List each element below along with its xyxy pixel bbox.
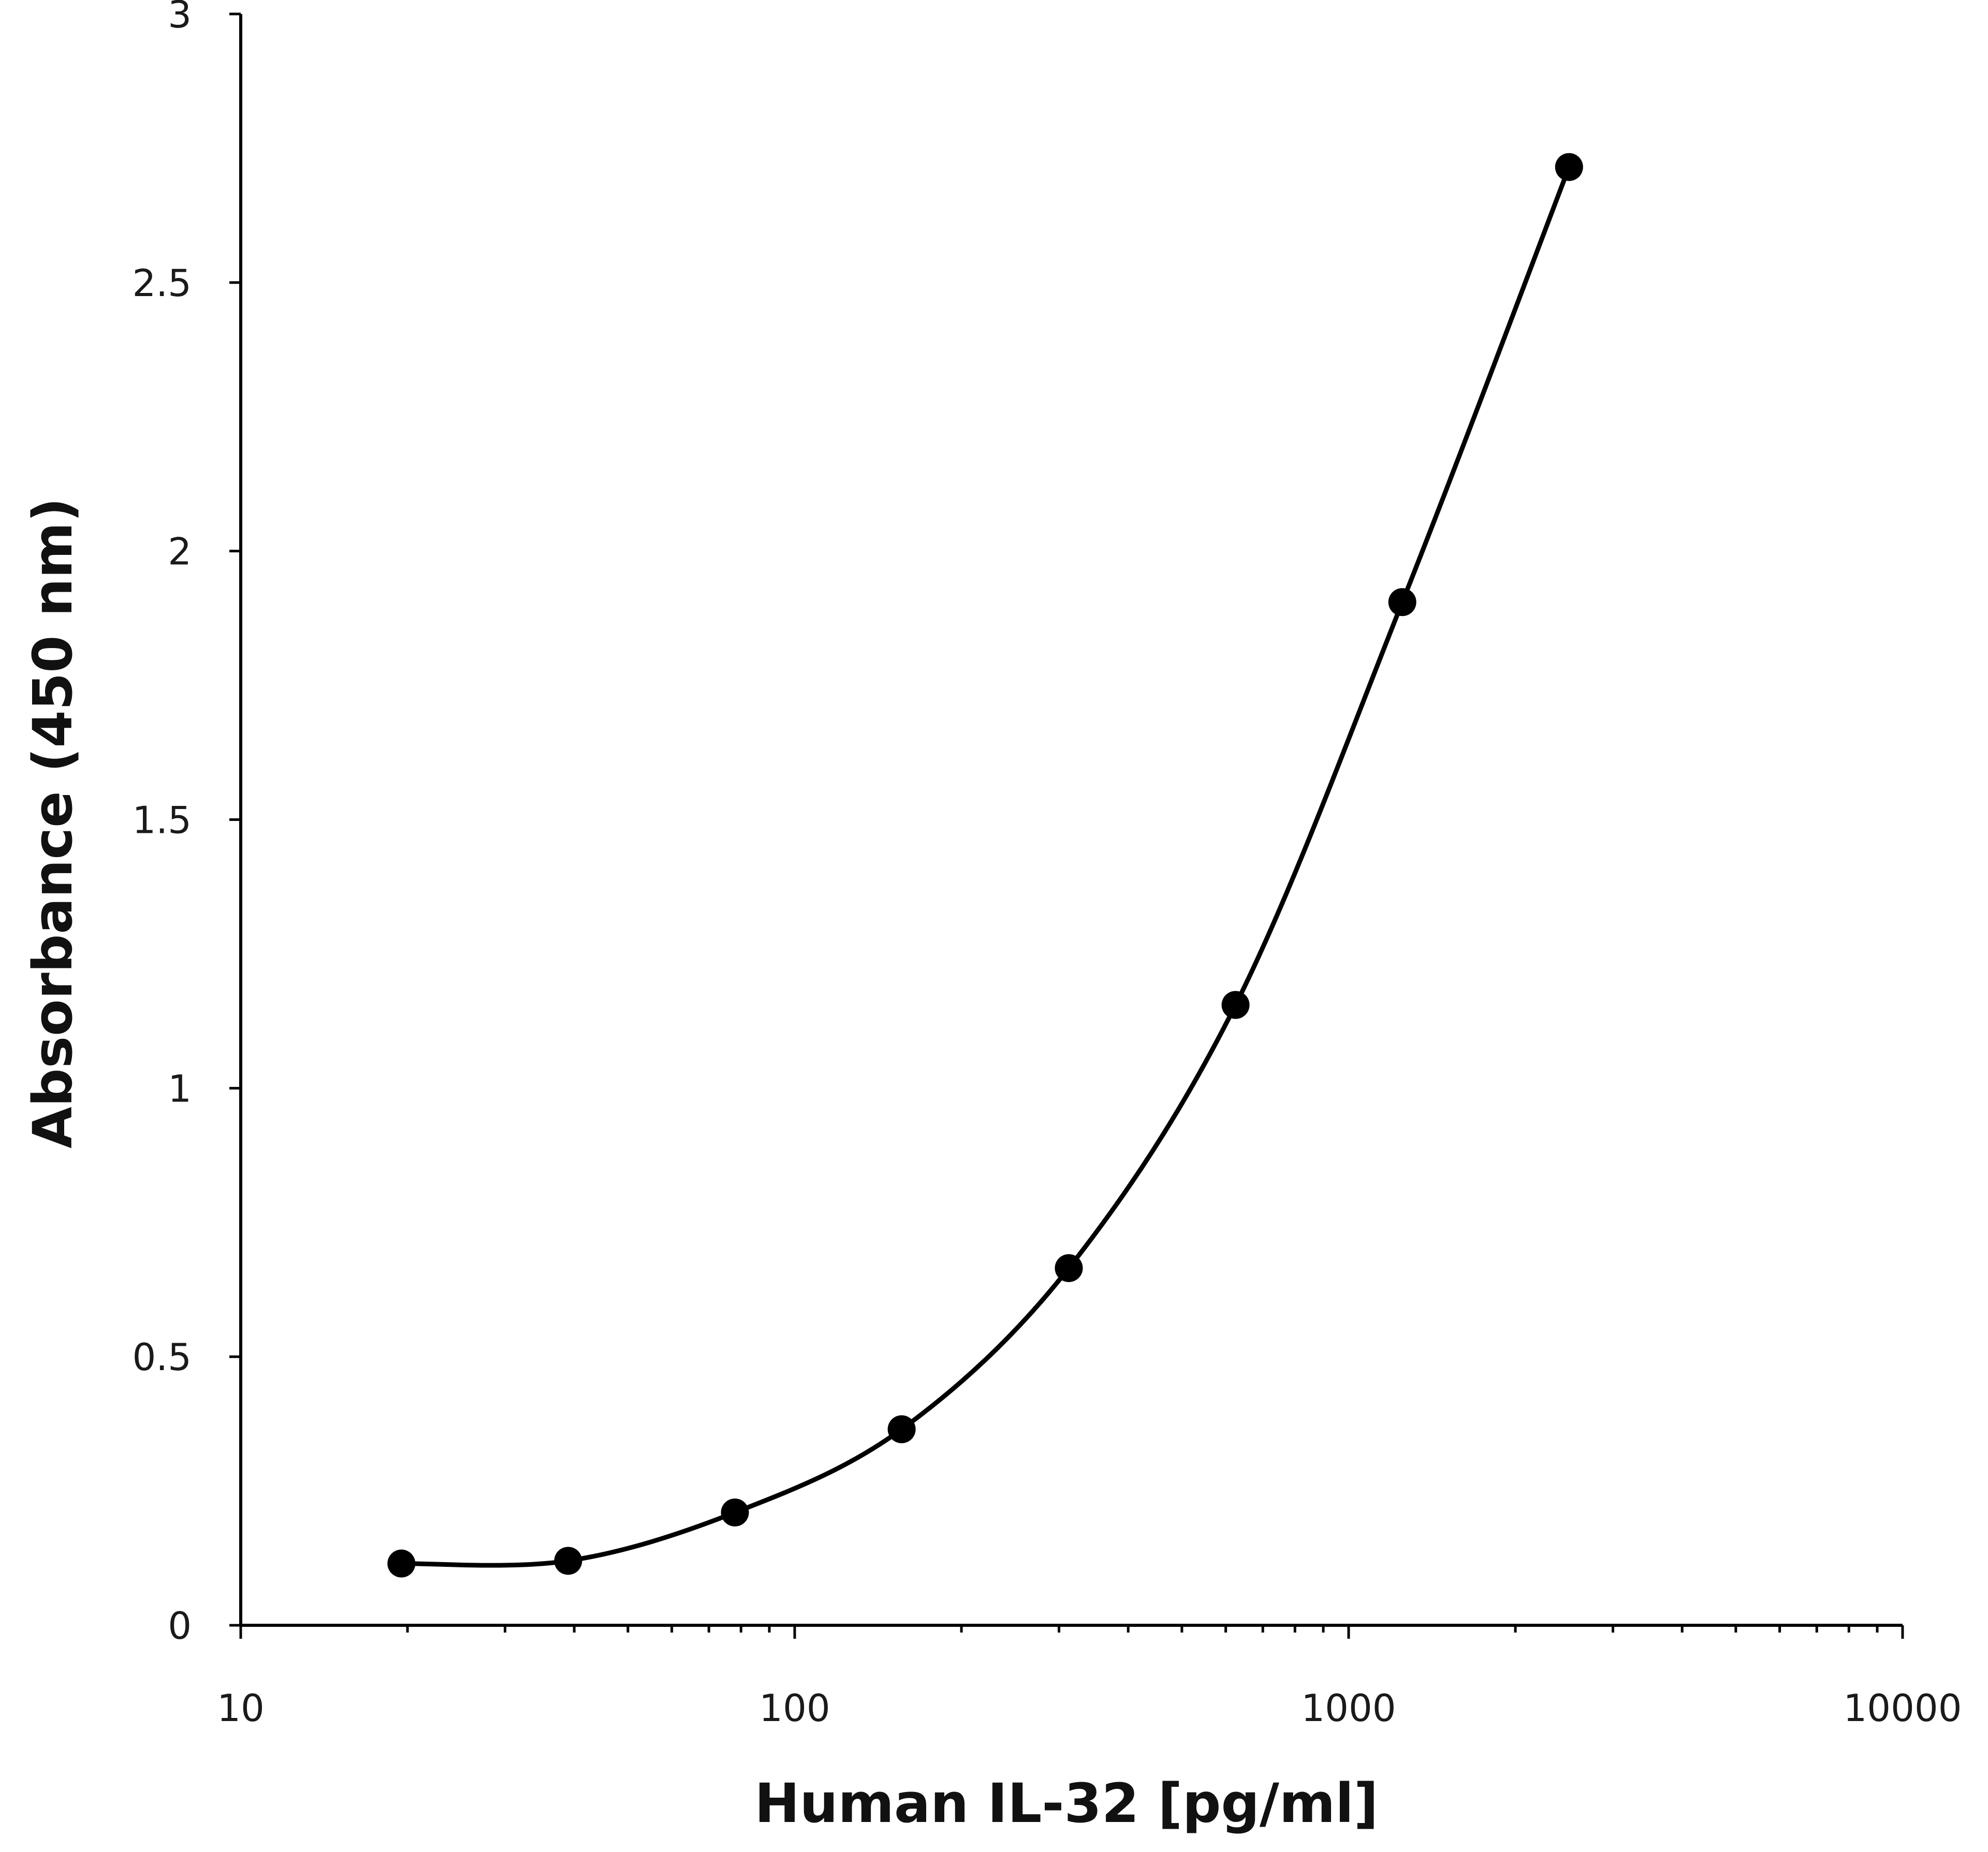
data-point <box>1055 1254 1083 1282</box>
x-tick-label: 1000 <box>1301 1686 1396 1730</box>
data-point <box>887 1415 916 1444</box>
x-tick-label: 10 <box>217 1686 265 1730</box>
x-axis: 10 100 1000 10000 <box>217 1624 1962 1730</box>
y-tick-label: 0 <box>168 1604 192 1648</box>
x-tick-label: 10000 <box>1843 1686 1962 1730</box>
data-point <box>554 1547 582 1575</box>
data-point <box>1555 153 1583 181</box>
data-point <box>387 1549 416 1578</box>
y-tick-label: 1 <box>168 1067 192 1110</box>
series-line <box>399 165 1572 1568</box>
x-tick-label: 100 <box>759 1686 830 1730</box>
data-point <box>721 1498 749 1527</box>
x-axis-title: Human IL-32 [pg/ml] <box>755 1772 1379 1835</box>
y-tick-label: 2 <box>168 530 192 574</box>
y-tick-label: 1.5 <box>132 799 192 842</box>
y-axis: 0 0.5 1 1.5 2 2.5 3 <box>132 0 242 1648</box>
data-point <box>1221 991 1250 1019</box>
y-tick-label: 0.5 <box>132 1335 192 1379</box>
data-point <box>1388 588 1416 616</box>
plot-area <box>387 153 1583 1578</box>
y-axis-title: Absorbance (450 nm) <box>21 497 84 1148</box>
y-tick-label: 3 <box>168 0 192 36</box>
y-tick-label: 2.5 <box>132 261 192 305</box>
